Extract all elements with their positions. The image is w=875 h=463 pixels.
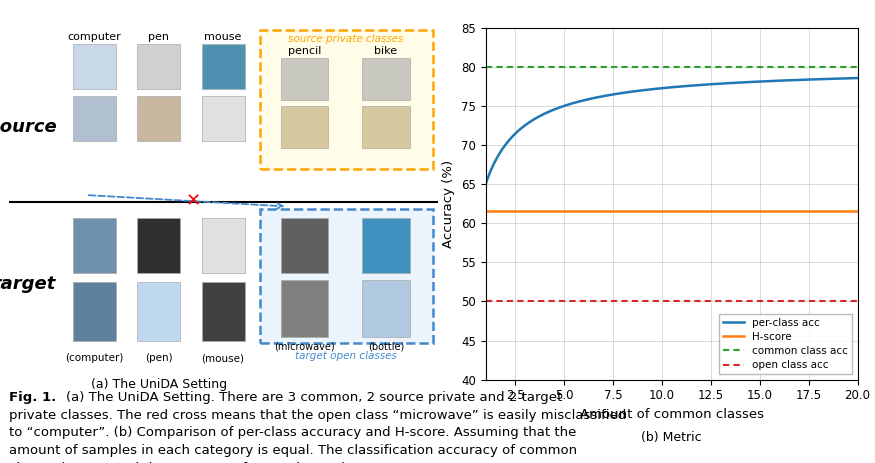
Text: computer: computer	[67, 32, 122, 42]
per-class acc	[657, 85, 668, 91]
common class acc	[852, 64, 863, 69]
FancyBboxPatch shape	[201, 282, 245, 341]
H-score	[702, 208, 712, 214]
Text: (a) The UniDA Setting: (a) The UniDA Setting	[91, 378, 227, 391]
Text: (microwave): (microwave)	[274, 342, 335, 352]
open class acc	[702, 299, 712, 304]
common class acc	[657, 64, 668, 69]
Text: (computer): (computer)	[66, 353, 123, 363]
FancyBboxPatch shape	[74, 282, 116, 341]
H-score	[657, 208, 668, 214]
Text: pencil: pencil	[288, 46, 321, 56]
per-class acc	[682, 83, 692, 89]
FancyBboxPatch shape	[137, 282, 180, 341]
Text: source: source	[0, 119, 58, 136]
per-class acc	[844, 75, 854, 81]
FancyBboxPatch shape	[281, 106, 328, 148]
FancyBboxPatch shape	[260, 30, 433, 169]
Text: classes is 80%, and the accuracy of open classes is 50%.: classes is 80%, and the accuracy of open…	[9, 462, 389, 463]
FancyBboxPatch shape	[362, 280, 410, 338]
H-score	[852, 208, 863, 214]
Text: (pen): (pen)	[145, 353, 172, 363]
Text: Fig. 1.: Fig. 1.	[9, 391, 56, 404]
common class acc	[480, 64, 491, 69]
H-score	[844, 208, 854, 214]
open class acc	[844, 299, 854, 304]
per-class acc	[702, 82, 712, 88]
FancyBboxPatch shape	[281, 280, 328, 338]
FancyBboxPatch shape	[74, 96, 116, 141]
Text: target open classes: target open classes	[295, 351, 397, 361]
Text: amount of samples in each category is equal. The classification accuracy of comm: amount of samples in each category is eq…	[9, 444, 577, 457]
per-class acc	[480, 181, 491, 187]
Legend: per-class acc, H-score, common class acc, open class acc: per-class acc, H-score, common class acc…	[719, 313, 852, 375]
open class acc	[659, 299, 669, 304]
FancyBboxPatch shape	[281, 58, 328, 100]
per-class acc	[785, 77, 795, 83]
per-class acc	[659, 85, 669, 91]
Line: per-class acc: per-class acc	[486, 78, 858, 184]
FancyBboxPatch shape	[201, 96, 245, 141]
FancyBboxPatch shape	[74, 218, 116, 273]
Text: mouse: mouse	[205, 32, 242, 42]
FancyBboxPatch shape	[201, 44, 245, 89]
open class acc	[852, 299, 863, 304]
common class acc	[702, 64, 712, 69]
Text: ✕: ✕	[186, 192, 200, 210]
common class acc	[659, 64, 669, 69]
open class acc	[657, 299, 668, 304]
Text: private classes. The red cross means that the open class “microwave” is easily m: private classes. The red cross means tha…	[9, 409, 626, 422]
FancyBboxPatch shape	[201, 218, 245, 273]
FancyBboxPatch shape	[137, 218, 180, 273]
Text: (a) The UniDA Setting. There are 3 common, 2 source private and 2 target: (a) The UniDA Setting. There are 3 commo…	[66, 391, 562, 404]
H-score	[785, 208, 795, 214]
FancyBboxPatch shape	[260, 209, 433, 343]
common class acc	[682, 64, 692, 69]
Text: source private classes: source private classes	[289, 34, 404, 44]
H-score	[480, 208, 491, 214]
open class acc	[682, 299, 692, 304]
per-class acc	[852, 75, 863, 81]
FancyBboxPatch shape	[74, 44, 116, 89]
FancyBboxPatch shape	[362, 58, 410, 100]
FancyBboxPatch shape	[137, 44, 180, 89]
common class acc	[785, 64, 795, 69]
Text: target: target	[0, 275, 55, 293]
Text: (bottle): (bottle)	[368, 342, 404, 352]
Text: (b) Metric: (b) Metric	[641, 431, 702, 444]
Text: bike: bike	[374, 46, 397, 56]
Text: pen: pen	[149, 32, 170, 42]
open class acc	[480, 299, 491, 304]
common class acc	[844, 64, 854, 69]
Text: to “computer”. (b) Comparison of per-class accuracy and H-score. Assuming that t: to “computer”. (b) Comparison of per-cla…	[9, 426, 576, 439]
H-score	[682, 208, 692, 214]
FancyBboxPatch shape	[137, 96, 180, 141]
H-score	[659, 208, 669, 214]
FancyBboxPatch shape	[362, 218, 410, 273]
FancyBboxPatch shape	[362, 106, 410, 148]
Y-axis label: Accuracy (%): Accuracy (%)	[443, 160, 456, 248]
open class acc	[785, 299, 795, 304]
FancyBboxPatch shape	[281, 218, 328, 273]
Text: (mouse): (mouse)	[201, 353, 245, 363]
X-axis label: Amount of common classes: Amount of common classes	[579, 408, 764, 421]
